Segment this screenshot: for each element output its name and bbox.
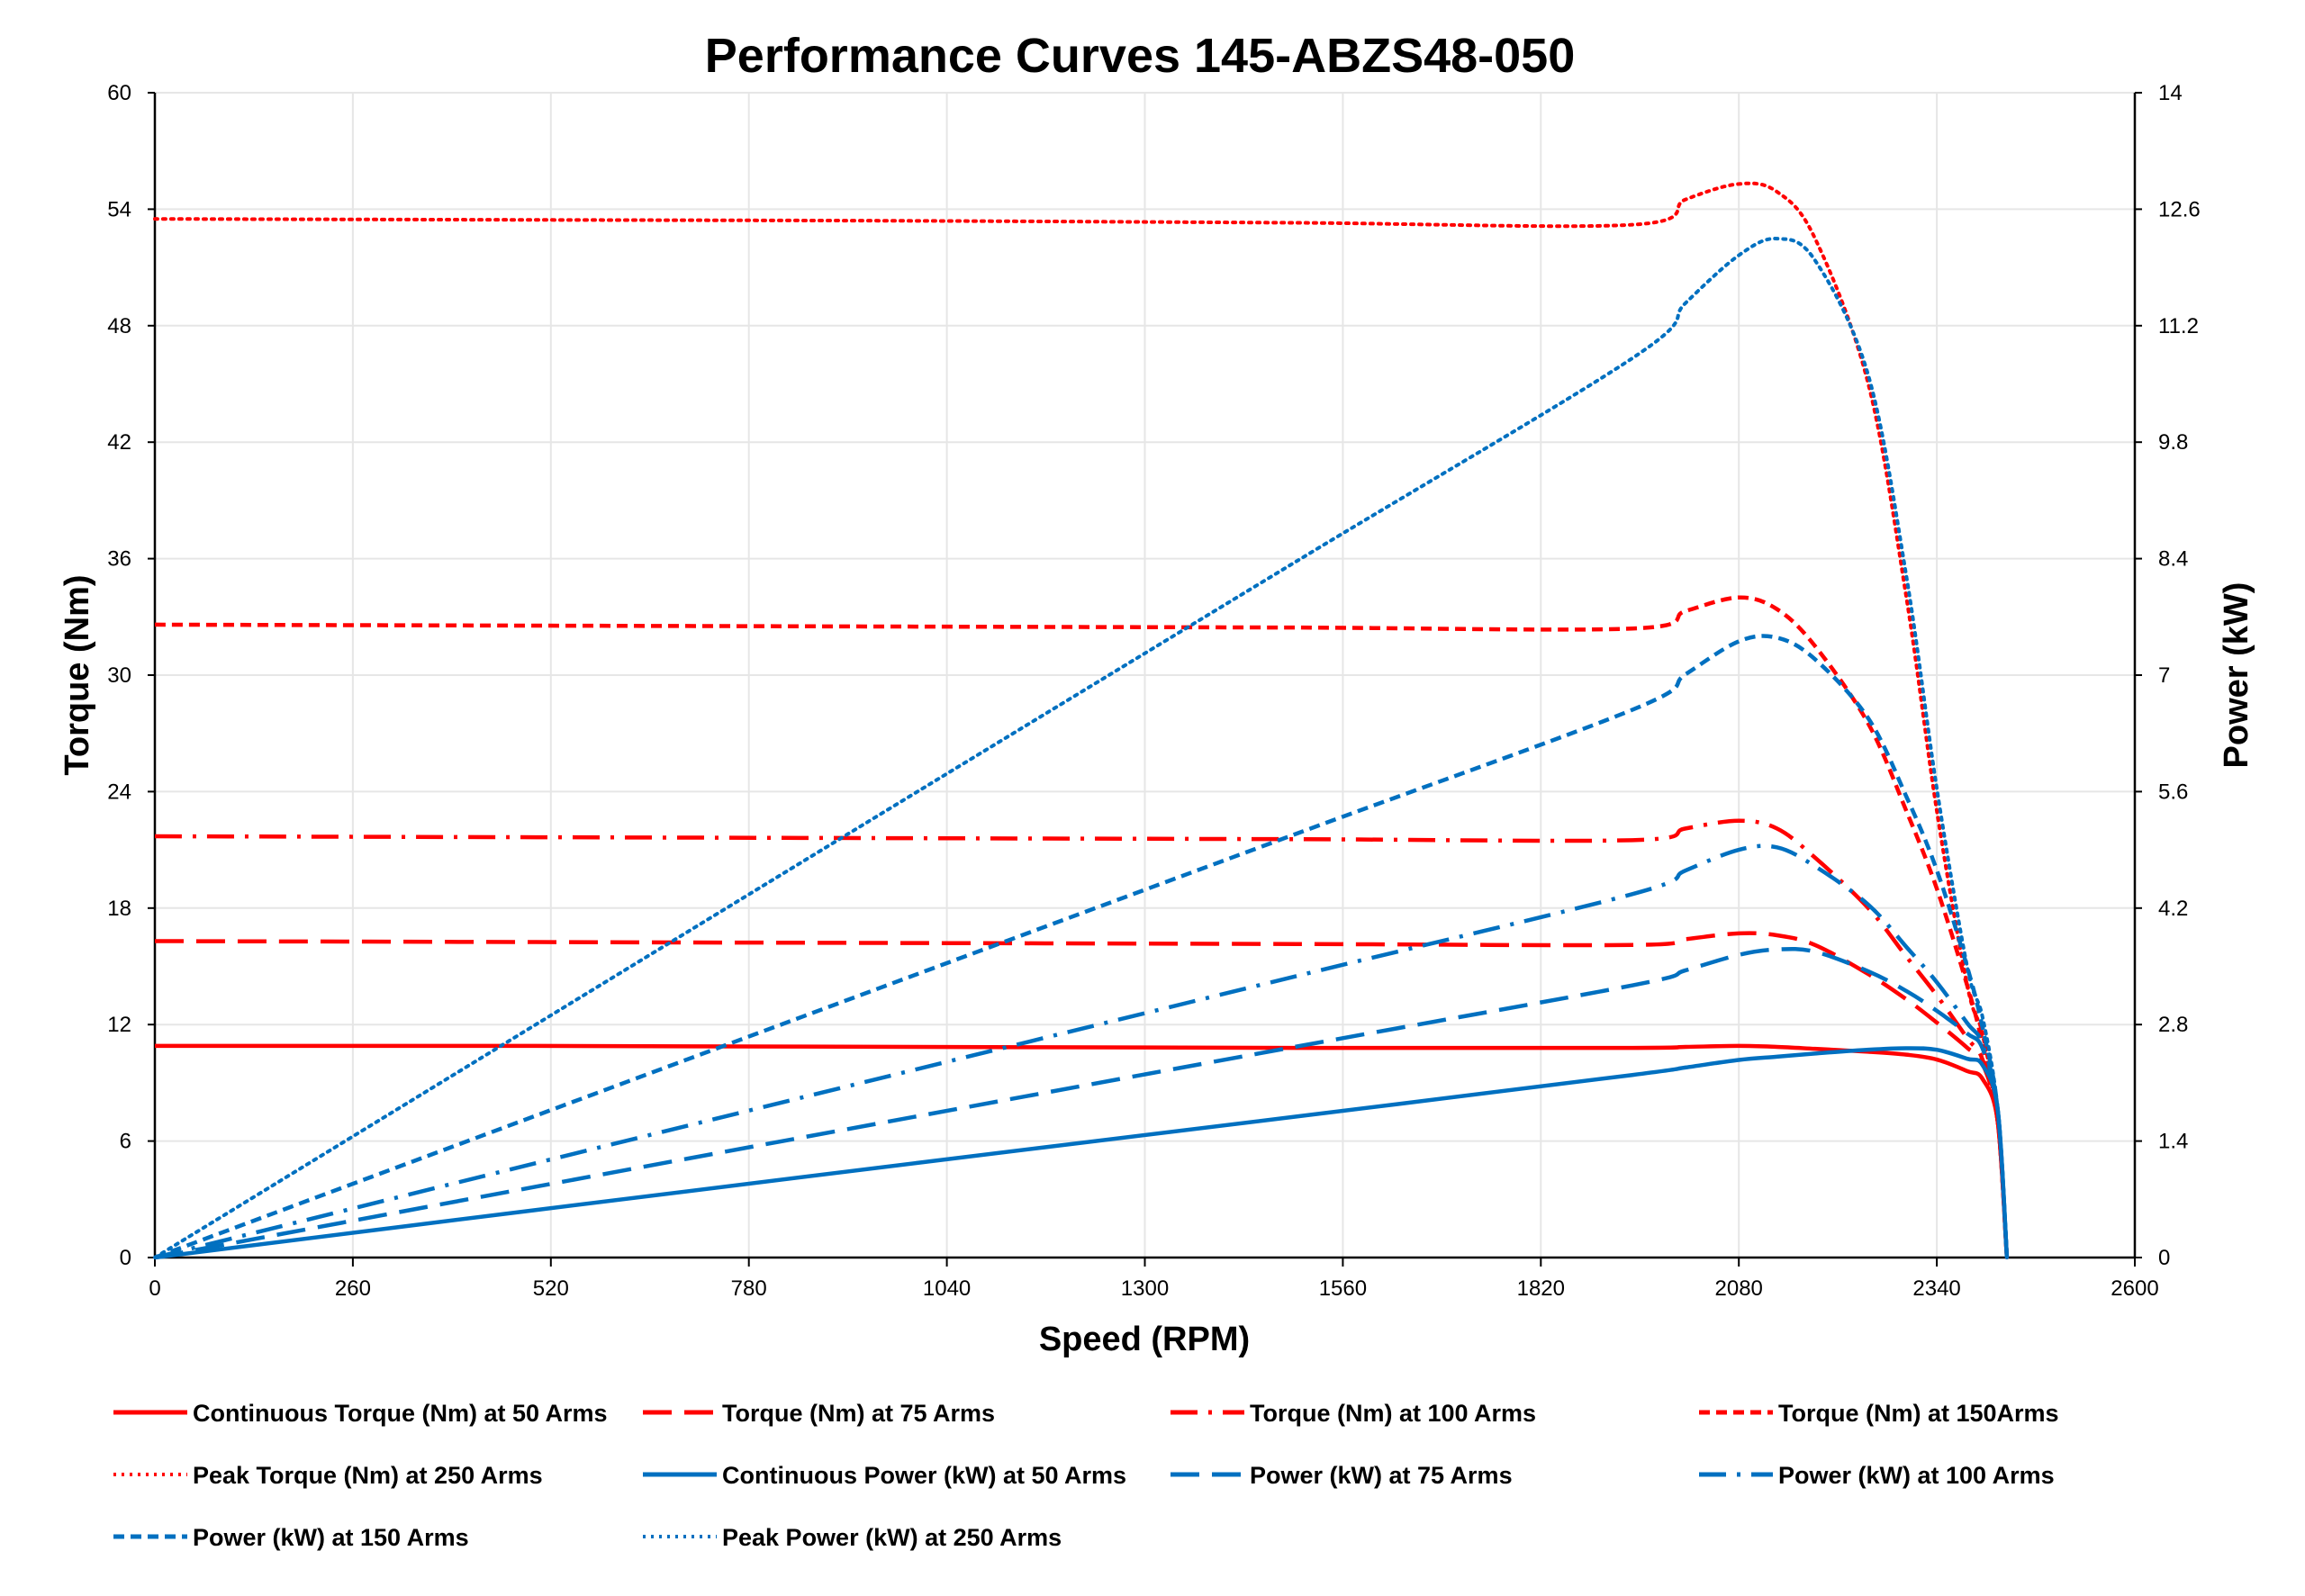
gridlines <box>155 92 2136 1258</box>
legend-label: Power (kW) at 75 Arms <box>1250 1462 1513 1489</box>
legend-item: Torque (Nm) at 150Arms <box>1699 1400 2059 1427</box>
series-line-1 <box>154 931 2010 1258</box>
x-tick-label: 1040 <box>923 1276 971 1301</box>
legend-item: Peak Torque (Nm) at 250 Arms <box>113 1462 543 1489</box>
x-tick-label: 260 <box>335 1276 371 1301</box>
y2-tick-label: 11.2 <box>2158 314 2199 338</box>
y-tick-label: 60 <box>107 81 131 105</box>
x-tick-label: 2600 <box>2111 1276 2158 1301</box>
y-tick-label: 12 <box>107 1013 131 1037</box>
x-tick-label: 1300 <box>1121 1276 1169 1301</box>
series-line-0 <box>154 1043 2010 1258</box>
legend-item: Power (kW) at 75 Arms <box>1171 1462 1513 1489</box>
legend-item: Continuous Torque (Nm) at 50 Arms <box>113 1400 608 1427</box>
legend: Continuous Torque (Nm) at 50 Arms Torque … <box>113 1400 2059 1551</box>
x-tick-label: 2340 <box>1912 1276 1960 1301</box>
y2-tick-label: 9.8 <box>2158 430 2188 455</box>
legend-label: Power (kW) at 100 Arms <box>1778 1462 2055 1489</box>
series-lines <box>153 181 2010 1260</box>
legend-label: Continuous Power (kW) at 50 Arms <box>722 1462 1126 1489</box>
legend-item: Power (kW) at 150 Arms <box>113 1524 469 1551</box>
y-tick-label: 36 <box>107 547 131 572</box>
series-line-3 <box>154 595 2010 1258</box>
x-tick-label: 520 <box>533 1276 569 1301</box>
y-tick-label: 0 <box>120 1246 131 1270</box>
legend-label: Torque (Nm) at 150Arms <box>1778 1400 2059 1427</box>
series-line-8 <box>154 634 2010 1260</box>
x-tick-label: 780 <box>731 1276 767 1301</box>
y2-tick-label: 8.4 <box>2158 547 2188 572</box>
x-tick-label: 1560 <box>1319 1276 1367 1301</box>
y-tick-label: 6 <box>120 1130 131 1154</box>
y-tick-label: 30 <box>107 663 131 688</box>
series-line-9 <box>153 237 2009 1259</box>
chart-title: Performance Curves 145-ABZS48-050 <box>705 29 1575 83</box>
legend-label: Torque (Nm) at 75 Arms <box>722 1400 995 1427</box>
x-tick-label: 0 <box>149 1276 160 1301</box>
x-axis-title: Speed (RPM) <box>1039 1321 1250 1358</box>
legend-label: Power (kW) at 150 Arms <box>193 1524 469 1551</box>
y2-tick-label: 4.2 <box>2158 897 2188 921</box>
y-tick-label: 54 <box>107 197 131 221</box>
y2-tick-label: 5.6 <box>2158 780 2188 804</box>
y2-tick-label: 7 <box>2158 663 2170 688</box>
legend-label: Peak Torque (Nm) at 250 Arms <box>193 1462 543 1489</box>
legend-item: Peak Power (kW) at 250 Arms <box>643 1524 1062 1551</box>
y2-axis-title: Power (kW) <box>2218 582 2255 769</box>
y-axis-title: Torque (Nm) <box>59 574 96 775</box>
y-tick-label: 18 <box>107 897 131 921</box>
y2-tick-label: 14 <box>2158 81 2183 105</box>
y-tick-label: 24 <box>107 780 131 804</box>
series-line-4 <box>153 181 2009 1259</box>
legend-label: Continuous Torque (Nm) at 50 Arms <box>193 1400 608 1427</box>
y2-tick-label: 12.6 <box>2158 197 2201 221</box>
series-line-2 <box>154 818 2010 1258</box>
legend-item: Torque (Nm) at 100 Arms <box>1171 1400 1536 1427</box>
axes: 0 260 520 780 1040 1300 1560 1820 2080 2340 260006… <box>107 81 2200 1301</box>
series-line-6 <box>154 946 2010 1260</box>
series-line-5 <box>154 1046 2010 1260</box>
legend-label: Peak Power (kW) at 250 Arms <box>722 1524 1062 1551</box>
y2-tick-label: 0 <box>2158 1246 2170 1270</box>
legend-item: Torque (Nm) at 75 Arms <box>643 1400 995 1427</box>
y2-tick-label: 2.8 <box>2158 1013 2188 1037</box>
y2-tick-label: 1.4 <box>2158 1130 2188 1154</box>
legend-item: Power (kW) at 100 Arms <box>1699 1462 2055 1489</box>
y-tick-label: 48 <box>107 314 131 338</box>
y-tick-label: 42 <box>107 430 131 455</box>
series-line-7 <box>154 843 2010 1260</box>
legend-item: Continuous Power (kW) at 50 Arms <box>643 1462 1126 1489</box>
legend-label: Torque (Nm) at 100 Arms <box>1250 1400 1536 1427</box>
x-tick-label: 1820 <box>1517 1276 1565 1301</box>
x-tick-label: 2080 <box>1715 1276 1763 1301</box>
